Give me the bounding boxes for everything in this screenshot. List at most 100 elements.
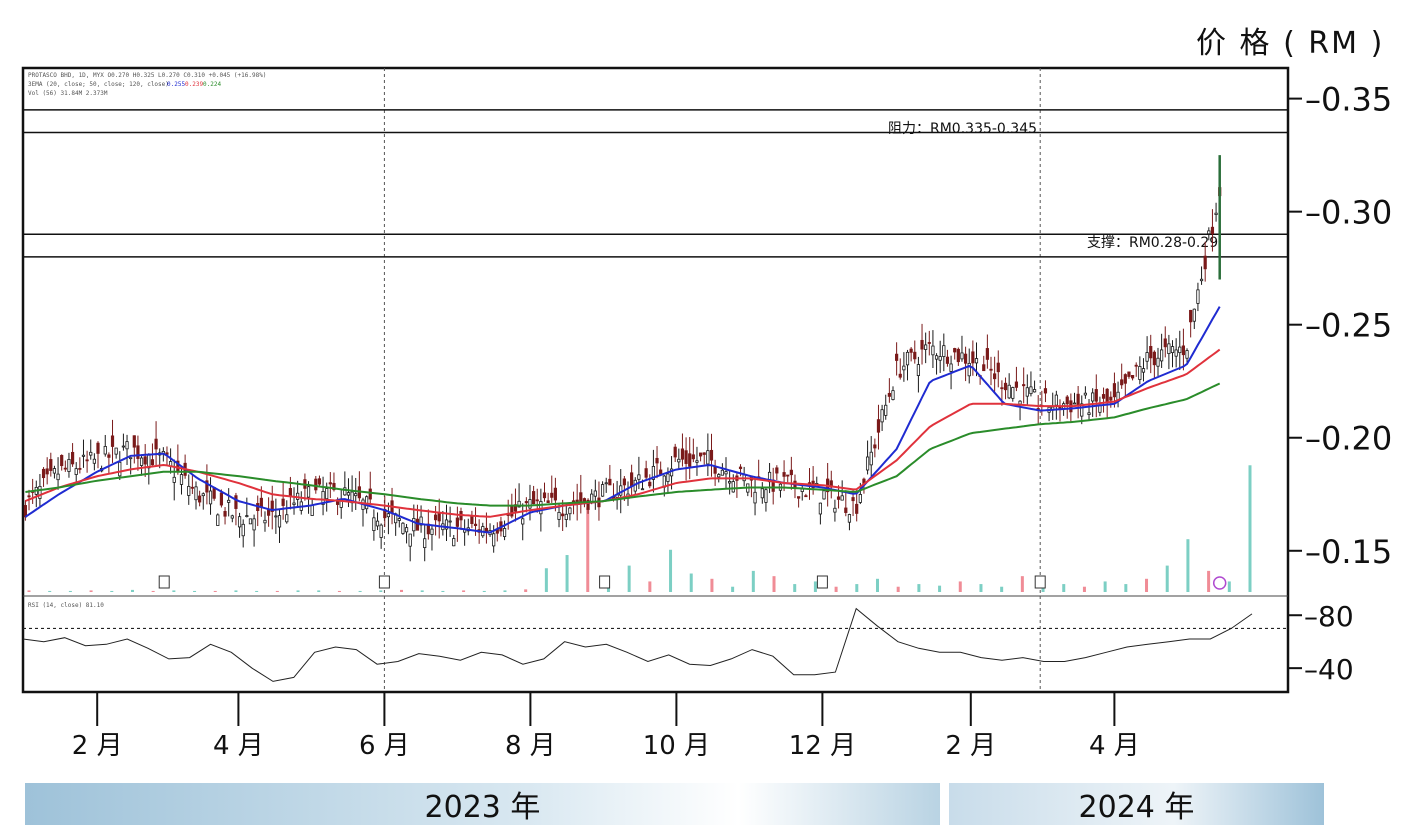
volume-bar — [710, 578, 714, 592]
price-bar-body — [564, 513, 568, 520]
price-bar-body — [132, 435, 136, 448]
price-bar-body — [1141, 368, 1146, 373]
price-bar-body — [1025, 387, 1029, 397]
price-bar-body — [237, 516, 242, 528]
price-bar-body — [804, 495, 808, 498]
event-marker — [1034, 575, 1046, 589]
volume-bar — [544, 568, 548, 592]
price-bar-body — [1014, 381, 1019, 388]
price-bar-body — [27, 495, 31, 498]
price-bar-body — [1091, 392, 1095, 402]
price-bar-body — [775, 467, 779, 474]
volume-bar — [358, 590, 362, 592]
price-bar-body — [107, 454, 111, 458]
price-bar-body — [332, 482, 336, 491]
price-bar-body — [1156, 357, 1160, 367]
volume-bar — [772, 576, 776, 592]
price-bar-body — [644, 468, 648, 478]
level-lines — [23, 109, 1288, 258]
volume-bar — [255, 590, 259, 592]
price-bar-body — [241, 523, 245, 537]
price-bar-body — [245, 515, 249, 518]
price-bar-body — [1185, 350, 1189, 359]
resistance-annotation: 阻力：RM0.335-0.345 — [888, 121, 1037, 137]
price-bar-body — [52, 468, 57, 474]
x-axis: 2 月 4 月 6 月 8 月 10 月 12 月 2 月 4 月 — [72, 692, 1140, 761]
price-bar-body — [586, 499, 590, 510]
price-bar-body — [1080, 403, 1084, 417]
price-bar-body — [67, 459, 71, 472]
price-bar-body — [688, 453, 692, 467]
price-bar-body — [45, 468, 49, 475]
price-bar-body — [368, 488, 372, 500]
price-bar-body — [1101, 394, 1106, 399]
price-bar-body — [844, 507, 848, 513]
volume-bar — [193, 590, 197, 592]
legend-line-2: 3EMA (20, close; 50, close; 120, close) — [28, 81, 169, 88]
price-bar-body — [103, 446, 107, 455]
price-bar-body — [728, 481, 732, 484]
y-tick-label: –0.20 — [1305, 420, 1392, 458]
price-bar-body — [855, 503, 859, 514]
price-bar-body — [96, 442, 100, 454]
legend-line-3: Vol (56) 31.84M 2.373M — [28, 90, 108, 97]
price-bar-body — [927, 342, 931, 344]
price-bar-body — [306, 486, 311, 498]
price-bar-body — [470, 515, 474, 524]
price-bar-body — [909, 348, 913, 353]
support-annotation: 支撑：RM0.28-0.29 — [1087, 235, 1218, 251]
price-bar-body — [902, 365, 906, 371]
volume-bars — [27, 465, 1252, 592]
price-bar-body — [1083, 392, 1087, 396]
price-bar-body — [720, 469, 724, 476]
price-bar-body — [782, 472, 786, 477]
price-bar-body — [1130, 375, 1135, 379]
price-bar-body — [118, 461, 122, 477]
grid-layer — [383, 68, 1041, 692]
price-bar-body — [1199, 278, 1204, 282]
price-bar-body — [60, 454, 64, 467]
volume-bar — [130, 589, 134, 592]
volume-bar — [275, 590, 279, 592]
volume-bar — [1207, 570, 1211, 592]
price-bar-body — [593, 490, 597, 497]
price-bar-body — [408, 533, 412, 547]
price-bar-body — [227, 499, 231, 503]
price-bar-body — [1007, 384, 1011, 399]
price-bar-body — [154, 438, 158, 450]
volume-bar — [1124, 584, 1128, 592]
price-bar-body — [492, 533, 496, 547]
volume-bar — [813, 581, 817, 592]
price-bar-body — [205, 480, 209, 493]
volume-bar — [1227, 581, 1231, 592]
volume-bar — [400, 589, 404, 592]
price-bar-body — [702, 452, 706, 455]
price-bar-body — [274, 515, 278, 518]
price-bar-body — [143, 456, 147, 465]
price-bar-body — [415, 518, 420, 531]
price-bar-body — [847, 514, 852, 523]
volume-bar — [1186, 539, 1190, 592]
price-bar-body — [372, 517, 376, 532]
volume-bar — [1248, 465, 1252, 592]
x-tick-label: 4 月 — [213, 731, 264, 761]
price-bar-body — [502, 528, 507, 537]
price-bar-body — [1152, 351, 1156, 366]
price-bar-body — [198, 495, 202, 503]
price-bar-body — [194, 486, 198, 501]
volume-bar — [296, 590, 300, 592]
price-bar-body — [709, 449, 714, 461]
price-bar-body — [916, 364, 921, 376]
price-bar-body — [510, 505, 514, 517]
price-bar-body — [136, 445, 140, 459]
price-bar-body — [1178, 346, 1182, 354]
price-bar-body — [92, 458, 96, 464]
volume-bar — [1062, 584, 1066, 592]
volume-bar — [89, 590, 93, 592]
price-bar-body — [1181, 345, 1186, 356]
volume-bar — [1165, 565, 1169, 592]
rsi-legend: RSI (14, close) 81.10 — [28, 602, 104, 609]
price-bar-body — [982, 364, 986, 372]
volume-bar — [503, 590, 507, 592]
price-bar-body — [404, 527, 409, 533]
